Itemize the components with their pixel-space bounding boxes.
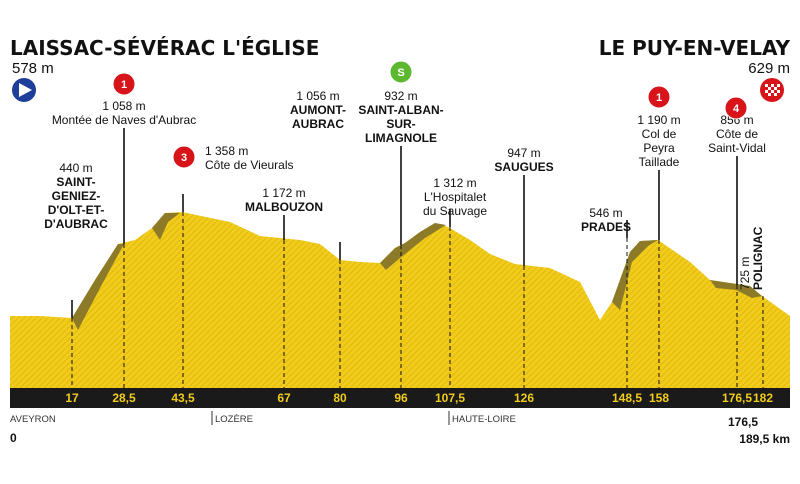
distance-total: 189,5 km	[739, 432, 790, 446]
region-label-aveyron: AVEYRON	[10, 414, 56, 425]
km-tick-label: 17	[65, 391, 79, 405]
km-tick-label: 28,5	[112, 391, 136, 405]
badge-label: 3	[181, 152, 187, 164]
km-axis-band	[10, 388, 790, 408]
kom-badge-icon: 3	[172, 145, 196, 169]
waypoint-name: SUR-	[386, 117, 415, 131]
kom-badge-icon: 4	[724, 96, 748, 120]
waypoint-name: AUBRAC	[292, 117, 344, 131]
badge-label: 1	[656, 92, 662, 104]
start-elevation: 578 m	[12, 60, 54, 77]
checkered-flag-icon	[760, 78, 784, 102]
finish-city-title: LE PUY-EN-VELAY	[599, 36, 791, 60]
waypoint-elevation: 947 m	[507, 146, 540, 160]
waypoint-name: MALBOUZON	[245, 200, 323, 214]
waypoint-name: Peyra	[643, 141, 675, 155]
waypoint-name: Côte de	[716, 127, 758, 141]
waypoint-name: SAINT-	[56, 175, 95, 189]
waypoint-name: AUMONT-	[290, 103, 346, 117]
distance-start: 0	[10, 431, 17, 445]
waypoint-name: GENIEZ-	[52, 189, 101, 203]
start-city-title: LAISSAC-SÉVÉRAC L'ÉGLISE	[10, 36, 319, 60]
climb-shade-sauvage	[380, 223, 446, 270]
terrain-area	[10, 212, 790, 388]
waypoint-elevation: 932 m	[384, 89, 417, 103]
waypoint-elevation: 440 m	[59, 161, 92, 175]
region-label-lozere: LOZÈRE	[215, 414, 253, 425]
waypoint-name: D'AUBRAC	[44, 217, 108, 231]
distance-last-climb: 176,5	[728, 415, 758, 429]
finish-elevation: 629 m	[748, 60, 790, 77]
climb-shade-peyra	[612, 240, 658, 310]
badge-label: 1	[121, 79, 127, 91]
waypoint-name: LIMAGNOLE	[365, 131, 437, 145]
waypoint-elevation: 1 172 m	[262, 186, 305, 200]
kom-badge-icon: 1	[647, 85, 671, 109]
waypoint-name: Montée de Naves d'Aubrac	[52, 113, 196, 127]
climb-shade-vidal	[710, 280, 762, 298]
region-label-haute-loire: HAUTE-LOIRE	[452, 414, 516, 425]
waypoint-name: D'OLT-ET-	[48, 203, 105, 217]
waypoint-elevation: 1 358 m	[205, 144, 248, 158]
sprint-s-icon: S	[389, 60, 413, 84]
km-tick-label: 96	[394, 391, 408, 405]
waypoint-name: Taillade	[639, 155, 680, 169]
km-tick-label: 107,5	[435, 391, 465, 405]
waypoint-name: L'Hospitalet	[424, 190, 487, 204]
km-tick-label: 126	[514, 391, 534, 405]
waypoint-elevation: 1 312 m	[433, 176, 476, 190]
waypoint-name: Saint-Vidal	[708, 141, 766, 155]
play-arrow-icon	[12, 78, 36, 102]
waypoint-elevation: 546 m	[589, 206, 622, 220]
waypoint-name: du Sauvage	[423, 204, 487, 218]
waypoint-name: SAUGUES	[494, 160, 553, 174]
waypoint-name: POLIGNAC	[751, 226, 765, 290]
waypoint-name: PRADES	[581, 220, 631, 234]
km-tick-label: 80	[333, 391, 347, 405]
km-tick-label: 148,5	[612, 391, 642, 405]
badge-label: S	[397, 67, 404, 79]
waypoint-name: Col de	[642, 127, 677, 141]
waypoint-elevation: 1 058 m	[102, 99, 145, 113]
waypoint-name: SAINT-ALBAN-	[358, 103, 443, 117]
waypoint-elevation: 1 056 m	[296, 89, 339, 103]
km-tick-label: 176,5	[722, 391, 752, 405]
km-tick-label: 158	[649, 391, 669, 405]
waypoint-elevation: 725 m	[738, 257, 752, 290]
badge-label: 4	[733, 103, 740, 115]
km-tick-label: 67	[277, 391, 291, 405]
kom-badge-icon: 1	[112, 72, 136, 96]
climb-shade-vieurals	[152, 213, 180, 240]
km-tick-label: 182	[753, 391, 773, 405]
km-tick-label: 43,5	[171, 391, 195, 405]
waypoint-elevation: 1 190 m	[637, 113, 680, 127]
waypoint-name: Côte de Vieurals	[205, 158, 294, 172]
climb-shade-naves	[72, 244, 124, 330]
